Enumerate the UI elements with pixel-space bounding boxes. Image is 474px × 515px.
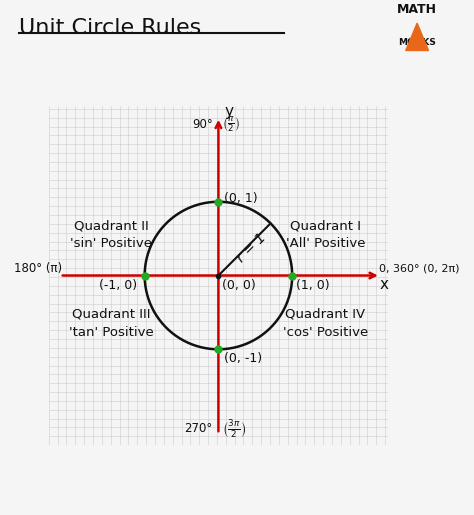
Text: 180° (π): 180° (π): [14, 262, 62, 274]
Text: r = 1: r = 1: [234, 230, 269, 265]
Text: Quadrant II
'sin' Positive: Quadrant II 'sin' Positive: [71, 219, 153, 250]
Text: Unit Circle Rules: Unit Circle Rules: [19, 18, 201, 38]
Text: (0, 0): (0, 0): [222, 279, 256, 291]
Text: y: y: [224, 104, 233, 119]
Text: 90°: 90°: [192, 118, 212, 131]
Text: (1, 0): (1, 0): [296, 279, 329, 291]
Text: MATH: MATH: [397, 3, 437, 16]
Text: (-1, 0): (-1, 0): [99, 279, 137, 291]
Text: MONKS: MONKS: [398, 38, 436, 47]
Text: $\left(\frac{\pi}{2}\right)$: $\left(\frac{\pi}{2}\right)$: [222, 115, 240, 134]
Text: 270°: 270°: [184, 422, 212, 436]
Text: (0, -1): (0, -1): [224, 352, 263, 365]
Text: Quadrant III
'tan' Positive: Quadrant III 'tan' Positive: [69, 308, 154, 339]
Text: (0, 1): (0, 1): [224, 192, 258, 204]
Text: x: x: [379, 277, 388, 292]
Text: 0, 360° (0, 2π): 0, 360° (0, 2π): [379, 263, 460, 273]
Text: $\left(\frac{3\pi}{2}\right)$: $\left(\frac{3\pi}{2}\right)$: [222, 418, 246, 440]
Text: Quadrant IV
'cos' Positive: Quadrant IV 'cos' Positive: [283, 308, 368, 339]
Polygon shape: [406, 23, 428, 50]
Text: Quadrant I
'All' Positive: Quadrant I 'All' Positive: [286, 219, 365, 250]
